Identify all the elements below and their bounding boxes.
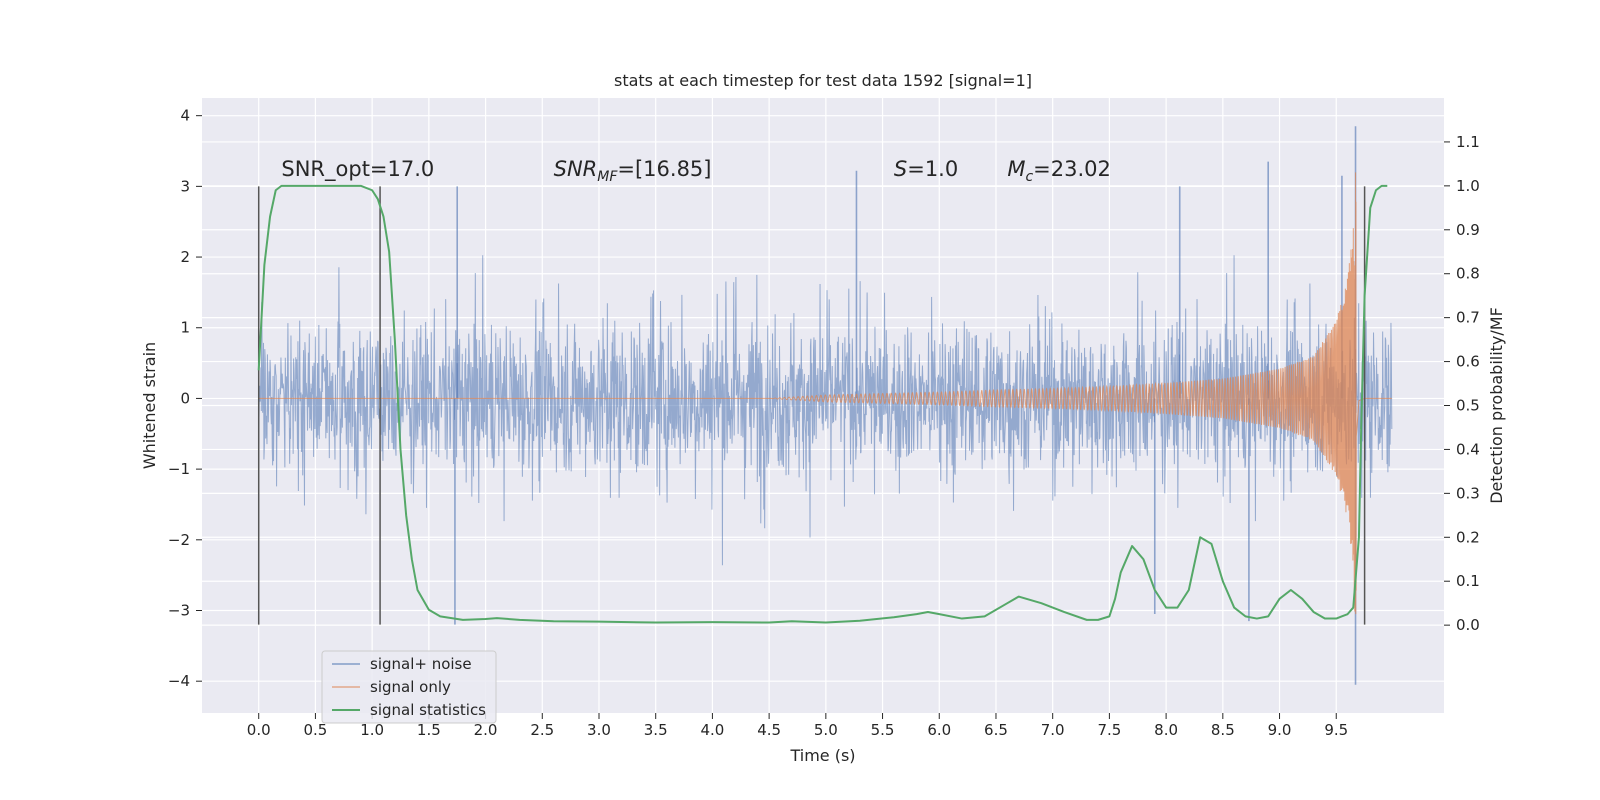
x-tick-label-13: 6.5: [984, 721, 1008, 739]
y-right-tick-label-2: 0.2: [1456, 528, 1480, 546]
x-tick-label-8: 4.0: [700, 721, 724, 739]
y-left-tick-label-3: −1: [168, 460, 190, 478]
x-tick-label-19: 9.5: [1324, 721, 1348, 739]
y-axis-label-left: Whitened strain: [140, 342, 159, 469]
y-left-tick-label-1: −3: [168, 602, 190, 620]
y-right-tick-label-1: 0.1: [1456, 572, 1480, 590]
legend-label-signal-plus-noise: signal+ noise: [370, 655, 472, 673]
annotation-mc-sub: c: [1025, 169, 1033, 185]
y-right-tick-label-0: 0.0: [1456, 616, 1480, 634]
annotation-snr-mf-value: =[16.85]: [617, 157, 711, 181]
x-tick-label-4: 2.0: [474, 721, 498, 739]
x-tick-label-16: 8.0: [1154, 721, 1178, 739]
signal-trace: [258, 172, 1392, 615]
y-right-tick-label-9: 0.9: [1456, 221, 1480, 239]
y-left-tick-label-5: 1: [180, 319, 190, 337]
vertical-markers: [257, 186, 1366, 625]
annotation-s-value: =1.0: [907, 157, 958, 181]
noise-trace: [258, 255, 1393, 566]
grid: [202, 98, 1444, 713]
annotation-snr-mf-sub: MF: [597, 169, 618, 185]
x-tick-label-18: 9.0: [1268, 721, 1292, 739]
x-tick-label-0: 0.0: [247, 721, 271, 739]
y-left-tick-label-0: −4: [168, 672, 190, 690]
y-right-tick-label-5: 0.5: [1456, 397, 1480, 415]
annotation-s: S=1.0: [894, 157, 958, 181]
x-tick-label-7: 3.5: [644, 721, 668, 739]
annotation-snr-opt: SNR_opt=17.0: [281, 157, 434, 182]
x-tick-label-9: 4.5: [757, 721, 781, 739]
x-tick-label-12: 6.0: [927, 721, 951, 739]
x-axis-label: Time (s): [789, 746, 855, 765]
x-tick-label-10: 5.0: [814, 721, 838, 739]
y-right-tick-label-11: 1.1: [1456, 133, 1480, 151]
annotation-s-symbol: S: [894, 157, 907, 181]
chart-title: stats at each timestep for test data 159…: [614, 71, 1032, 90]
series-signal-only: [258, 172, 1392, 615]
y-right-tick-label-8: 0.8: [1456, 265, 1480, 283]
x-tick-label-3: 1.5: [417, 721, 441, 739]
x-tick-label-14: 7.0: [1041, 721, 1065, 739]
legend-label-signal-only: signal only: [370, 678, 451, 696]
x-tick-label-17: 8.5: [1211, 721, 1235, 739]
y-right-tick-label-3: 0.3: [1456, 484, 1480, 502]
legend: signal+ noise signal only signal statist…: [321, 650, 497, 724]
y-left-tick-label-8: 4: [180, 107, 190, 125]
series-signal-statistics: [257, 184, 1388, 624]
x-tick-label-1: 0.5: [303, 721, 327, 739]
y-right-tick-label-10: 1.0: [1456, 177, 1480, 195]
x-tick-label-15: 7.5: [1097, 721, 1121, 739]
y-right-tick-label-4: 0.4: [1456, 440, 1480, 458]
y-right-tick-label-7: 0.7: [1456, 309, 1480, 327]
y-right-tick-label-6: 0.6: [1456, 353, 1480, 371]
y-axis-label-right: Detection probability/MF: [1487, 307, 1506, 504]
annotation-mc-base: M: [1007, 157, 1025, 181]
x-tick-label-5: 2.5: [530, 721, 554, 739]
x-tick-label-2: 1.0: [360, 721, 384, 739]
annotation-snr-mf: SNRMF=[16.85]: [554, 157, 712, 185]
y-left-tick-label-4: 0: [180, 389, 190, 407]
annotation-snr-mf-base: SNR: [554, 157, 598, 181]
annotation-mc-value: =23.02: [1033, 157, 1111, 181]
y-left-tick-label-6: 2: [180, 248, 190, 266]
legend-box: [321, 650, 497, 724]
y-left-tick-label-2: −2: [168, 531, 190, 549]
legend-label-signal-statistics: signal statistics: [370, 701, 486, 719]
statistics-trace: [257, 184, 1388, 624]
axis-ticks: 0.0 0.5 1.0 1.5 2.0 2.5 3.0 3.5 4.0 4.5 5.0 5.5 6.0 6…: [168, 107, 1480, 739]
annotation-mc: Mc=23.02: [1007, 157, 1111, 185]
x-tick-label-11: 5.5: [871, 721, 895, 739]
x-tick-label-6: 3.0: [587, 721, 611, 739]
y-left-tick-label-7: 3: [180, 177, 190, 195]
